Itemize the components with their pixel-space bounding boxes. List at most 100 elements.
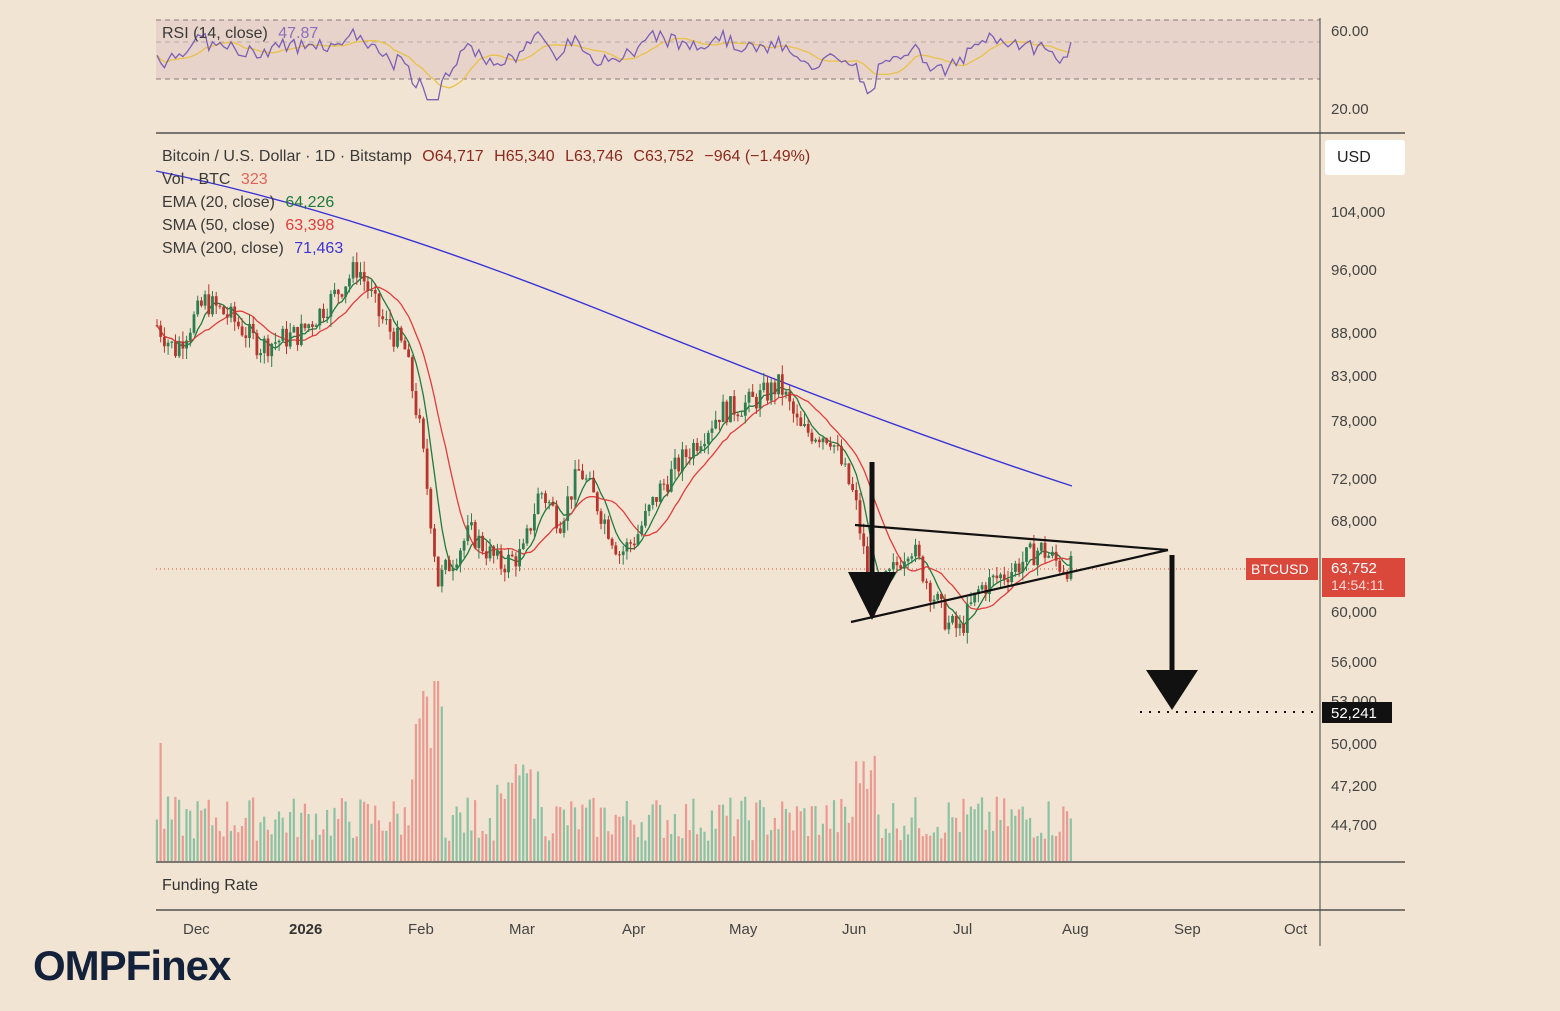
currency-button[interactable]: USD: [1325, 140, 1405, 175]
candle-body: [447, 559, 451, 572]
candle-body: [547, 502, 551, 504]
candle-body: [891, 562, 895, 570]
indicator-value: 71,463: [294, 240, 344, 257]
candle-body: [792, 401, 795, 414]
volume-bar: [218, 830, 221, 861]
candle-body: [647, 505, 651, 512]
candle-body: [1062, 571, 1065, 573]
time-label-jul: Jul: [953, 921, 972, 938]
candle-body: [751, 391, 755, 397]
volume-bar: [555, 806, 558, 861]
candle-body: [699, 446, 703, 451]
candle-body: [466, 525, 470, 542]
candle-body: [233, 306, 237, 322]
candle-body: [566, 496, 570, 521]
candle-body: [403, 340, 407, 350]
volume-bar: [940, 838, 943, 861]
volume-bar: [559, 807, 562, 861]
volume-bar: [651, 804, 654, 861]
indicator-volume[interactable]: Vol · BTC 323: [162, 172, 274, 188]
price-tick: 88,000: [1331, 325, 1377, 342]
btcusd-symbol-label: BTCUSD: [1251, 561, 1309, 577]
candle-body: [799, 417, 803, 426]
candles: [155, 252, 1073, 644]
candle-body: [584, 478, 588, 480]
candle-body: [396, 327, 399, 347]
candle-body: [507, 554, 510, 573]
volume-bar: [784, 808, 787, 861]
volume-bar: [211, 825, 214, 861]
volume-bar: [951, 817, 954, 861]
volume-bar: [1006, 826, 1009, 861]
volume-bar: [237, 832, 240, 861]
candle-body: [373, 290, 377, 294]
indicator-value: 64,226: [285, 194, 335, 211]
candle-body: [669, 469, 673, 492]
candle-body: [688, 456, 692, 459]
volume-bar: [899, 840, 902, 861]
candle-body: [422, 418, 425, 449]
candle-body: [862, 533, 866, 547]
price-tick: 78,000: [1331, 413, 1377, 430]
volume-bar: [285, 832, 288, 861]
candle-body: [277, 340, 281, 343]
candle-body: [551, 502, 555, 506]
candle-body: [510, 554, 514, 557]
volume-bar: [189, 810, 192, 861]
candle-body: [484, 551, 488, 559]
candle-body: [599, 511, 603, 524]
candle-body: [362, 272, 366, 282]
volume-bar: [263, 816, 266, 861]
candle-body: [780, 374, 784, 395]
candle-body: [425, 448, 429, 489]
volume-bar: [1069, 818, 1072, 861]
volume-bar: [847, 822, 850, 861]
volume-bar: [1051, 835, 1054, 861]
indicator-ema20[interactable]: EMA (20, close) 64,226: [162, 195, 340, 211]
volume-bar: [1010, 809, 1013, 861]
candle-body: [344, 286, 348, 297]
candle-body: [470, 522, 473, 526]
volume-bar: [596, 836, 599, 861]
volume-bar: [947, 802, 950, 861]
time-label-2026: 2026: [289, 921, 322, 938]
volume-bar: [1036, 836, 1039, 861]
volume-bar: [1021, 806, 1024, 861]
candle-body: [729, 396, 732, 423]
candle-body: [1006, 579, 1010, 583]
indicator-label: Vol · BTC: [162, 171, 231, 188]
volume-bar: [925, 833, 928, 861]
funding-rate-label: Funding Rate: [162, 877, 259, 894]
volume-bar: [222, 836, 225, 861]
time-label-aug: Aug: [1062, 921, 1089, 938]
time-label-dec: Dec: [183, 921, 210, 938]
brand-logo: OMPFinex: [33, 942, 231, 989]
candle-body: [840, 446, 843, 465]
btcusd-symbol-tag: [1246, 558, 1318, 580]
volume-bar: [725, 815, 728, 861]
candle-body: [703, 443, 706, 447]
candle-body: [928, 582, 932, 602]
volume-bar: [592, 797, 595, 861]
volume-bar: [459, 812, 462, 861]
volume-bar: [333, 807, 336, 861]
candle-body: [333, 289, 336, 294]
volume-bar: [229, 830, 232, 861]
volume-bar: [718, 804, 721, 861]
time-label-apr: Apr: [622, 921, 645, 938]
rsi-signal-line: [156, 37, 1071, 89]
indicator-sma50[interactable]: SMA (50, close) 63,398: [162, 218, 340, 234]
volume-bar: [655, 800, 658, 861]
volume-bar: [270, 834, 273, 861]
price-tick: 68,000: [1331, 513, 1377, 530]
candle-body: [237, 321, 240, 327]
volume-bar: [570, 801, 573, 861]
candle-body: [444, 559, 447, 570]
candle-body: [980, 585, 984, 590]
candle-body: [329, 293, 333, 317]
indicator-sma200[interactable]: SMA (200, close) 71,463: [162, 241, 349, 257]
candle-body: [618, 554, 621, 556]
candle-body: [492, 546, 496, 556]
